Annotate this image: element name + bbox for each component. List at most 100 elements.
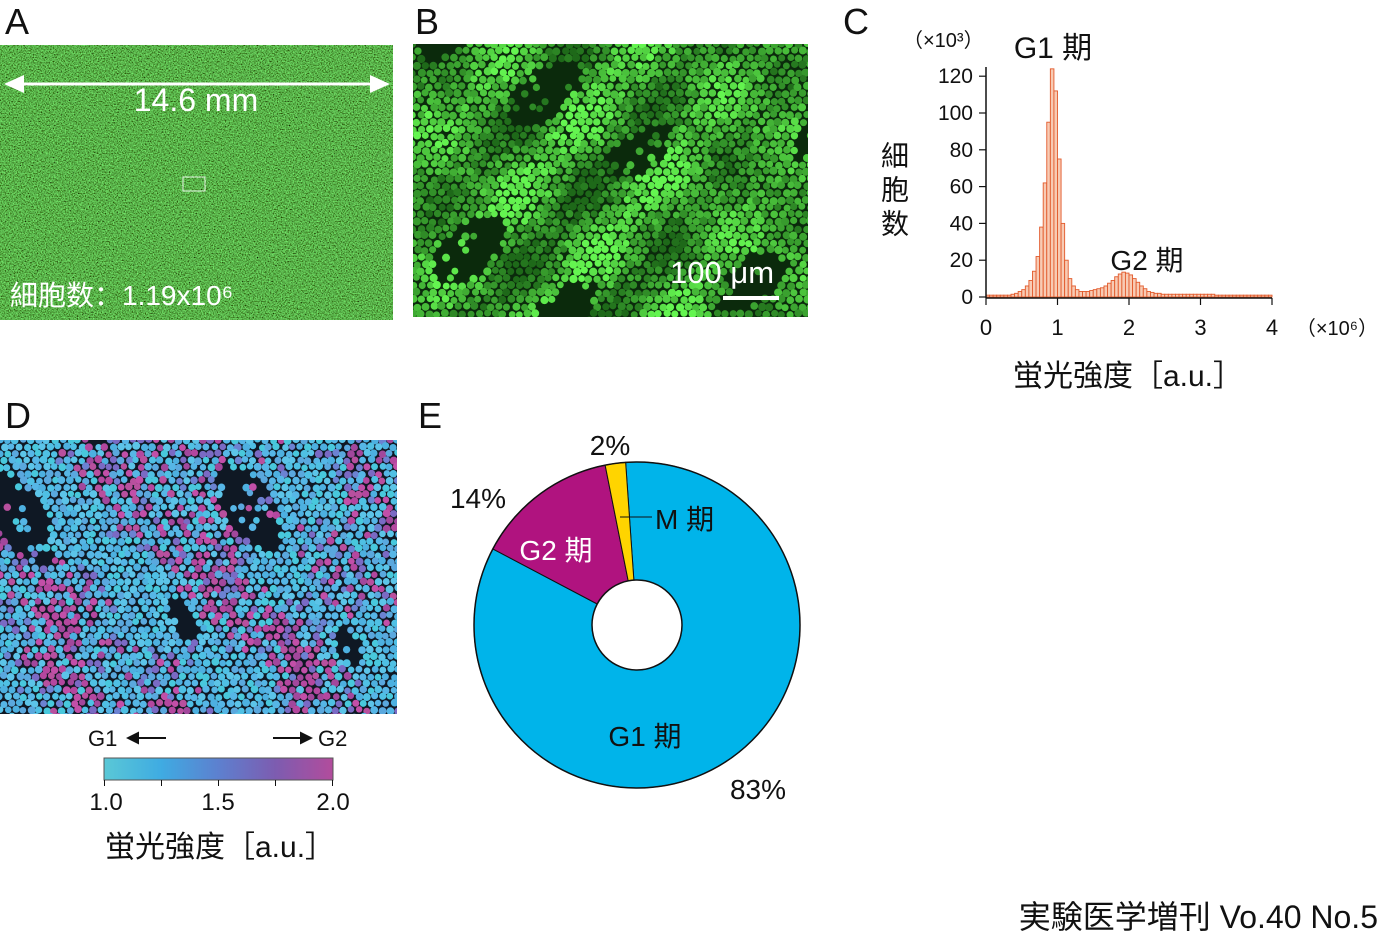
cell-nucleus xyxy=(285,666,292,674)
cell-nucleus xyxy=(141,592,149,600)
cell-nucleus xyxy=(198,638,206,646)
cell-nucleus xyxy=(729,310,737,317)
cell-nucleus xyxy=(413,118,421,127)
cell-nucleus xyxy=(736,138,745,147)
cell-nucleus xyxy=(180,537,188,545)
cell-nucleus xyxy=(761,210,769,218)
cell-nucleus xyxy=(117,483,125,491)
cell-nucleus xyxy=(288,456,296,464)
cell-nucleus xyxy=(631,209,639,218)
cell-nucleus xyxy=(315,678,323,687)
cell-nucleus xyxy=(531,195,539,204)
cell-nucleus xyxy=(198,584,206,592)
cell-nucleus xyxy=(50,571,58,580)
cell-nucleus xyxy=(437,301,446,310)
cell-nucleus xyxy=(227,715,234,722)
cell-nucleus xyxy=(355,464,363,472)
cell-nucleus xyxy=(3,651,12,660)
cell-nucleus xyxy=(324,667,332,675)
cell-nucleus xyxy=(477,60,486,69)
cell-nucleus xyxy=(774,288,783,297)
cell-nucleus xyxy=(110,672,117,679)
cell-nucleus xyxy=(671,82,681,91)
cell-nucleus xyxy=(210,672,218,680)
cell-nucleus xyxy=(63,618,71,626)
cell-nucleus xyxy=(226,671,234,680)
cell-nucleus xyxy=(66,586,74,594)
cell-nucleus xyxy=(638,268,646,276)
cell-nucleus xyxy=(580,153,589,161)
cell-nucleus xyxy=(671,182,680,191)
cell-nucleus xyxy=(51,504,59,513)
cell-nucleus xyxy=(180,470,188,479)
cell-nucleus xyxy=(106,517,114,525)
cell-nucleus xyxy=(502,133,510,141)
cell-nucleus xyxy=(709,203,717,211)
cell-nucleus xyxy=(458,140,466,148)
cell-nucleus xyxy=(109,605,118,614)
cell-nucleus xyxy=(211,632,219,640)
cell-nucleus xyxy=(697,140,704,147)
cell-nucleus xyxy=(385,477,394,485)
cell-nucleus xyxy=(116,456,125,465)
histogram-bar xyxy=(989,294,994,298)
cell-nucleus xyxy=(370,598,379,607)
cell-nucleus xyxy=(787,181,795,189)
cell-nucleus xyxy=(86,457,94,465)
cell-nucleus xyxy=(675,274,684,283)
cell-nucleus xyxy=(762,140,770,149)
cell-nucleus xyxy=(498,310,507,317)
cell-nucleus xyxy=(358,659,366,666)
cell-nucleus xyxy=(738,239,746,247)
cell-nucleus xyxy=(4,572,12,580)
cell-nucleus xyxy=(219,565,227,573)
cell-nucleus xyxy=(160,557,167,565)
cell-nucleus xyxy=(382,524,391,533)
cell-nucleus xyxy=(433,209,442,218)
cell-nucleus xyxy=(664,139,672,148)
cell-nucleus xyxy=(676,303,685,312)
cell-nucleus xyxy=(578,219,586,226)
cell-nucleus xyxy=(393,491,397,499)
cell-nucleus xyxy=(144,678,152,686)
cell-nucleus xyxy=(211,443,219,451)
cell-nucleus xyxy=(366,563,374,572)
histogram-bar xyxy=(1160,293,1166,298)
cell-nucleus xyxy=(225,524,234,533)
cell-nucleus xyxy=(502,104,511,113)
cell-nucleus xyxy=(639,195,647,204)
cell-nucleus xyxy=(194,658,203,667)
cell-nucleus xyxy=(565,254,574,262)
cell-nucleus xyxy=(719,210,728,219)
cell-nucleus xyxy=(626,203,635,213)
cell-nucleus xyxy=(741,147,750,156)
cell-nucleus xyxy=(179,564,186,571)
cell-nucleus xyxy=(462,287,470,296)
cell-nucleus xyxy=(133,685,142,694)
cell-nucleus xyxy=(245,504,253,512)
cell-nucleus xyxy=(422,290,430,297)
cell-nucleus xyxy=(28,624,36,633)
cell-nucleus xyxy=(0,679,4,688)
cell-nucleus xyxy=(749,318,756,325)
cell-nucleus xyxy=(750,232,758,241)
cell-nucleus xyxy=(73,693,81,702)
cell-nucleus xyxy=(757,89,765,97)
cell-nucleus xyxy=(202,673,210,682)
cell-nucleus xyxy=(720,252,728,261)
cell-nucleus xyxy=(272,442,280,451)
cell-nucleus xyxy=(191,572,199,580)
cell-nucleus xyxy=(502,218,511,227)
cell-nucleus xyxy=(109,483,118,492)
cell-nucleus xyxy=(336,685,344,693)
cell-nucleus xyxy=(196,592,203,600)
cell-nucleus xyxy=(806,61,808,68)
cell-nucleus xyxy=(296,483,303,491)
cell-nucleus xyxy=(378,625,386,632)
cell-nucleus xyxy=(250,605,258,614)
cell-nucleus xyxy=(327,672,335,680)
cell-nucleus xyxy=(254,693,263,702)
cell-nucleus xyxy=(160,706,168,714)
cell-nucleus xyxy=(454,302,462,310)
cell-nucleus xyxy=(618,288,626,297)
